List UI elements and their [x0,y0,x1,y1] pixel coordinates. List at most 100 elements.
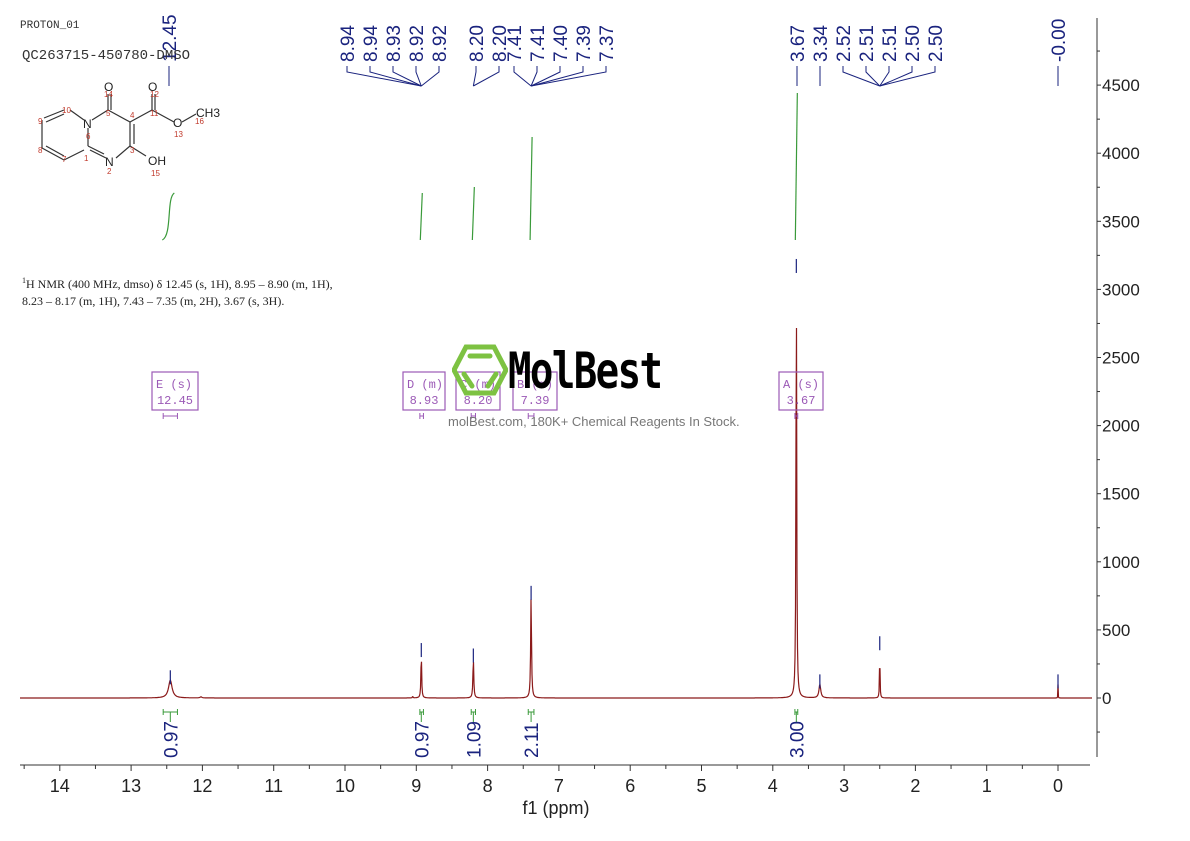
svg-text:0: 0 [1102,689,1111,708]
svg-text:15: 15 [151,169,160,178]
svg-text:7.41: 7.41 [528,25,549,62]
atom-n6: N [83,117,92,131]
svg-text:12.45: 12.45 [157,394,193,408]
svg-text:14: 14 [104,90,113,99]
svg-text:1: 1 [982,776,992,796]
integral-labels: 0.97 0.97 1.09 2.11 3.00 [161,709,808,758]
svg-text:E (s): E (s) [156,378,192,392]
atom-n2: N [105,155,114,169]
svg-text:16: 16 [195,117,204,126]
svg-text:9: 9 [38,117,43,126]
svg-text:1.09: 1.09 [464,721,485,758]
svg-text:3.67: 3.67 [788,25,809,62]
svg-text:7.39: 7.39 [574,25,595,62]
svg-text:3.00: 3.00 [787,721,808,758]
integral-curves [161,92,798,241]
svg-text:8: 8 [483,776,493,796]
svg-text:7: 7 [554,776,564,796]
structure-atoms: O O N N O CH3 OH [83,80,220,169]
atom-o14: O [104,80,113,94]
svg-text:13: 13 [174,130,183,139]
svg-text:7.40: 7.40 [551,25,572,62]
svg-text:2.51: 2.51 [880,25,901,62]
atom-ch3: CH3 [196,106,220,120]
spectrum-trace [20,327,1092,699]
svg-text:6: 6 [86,132,91,141]
svg-text:8.92: 8.92 [407,25,428,62]
nmr-summary: 1H NMR (400 MHz, dmso) δ 12.45 (s, 1H), … [22,272,333,310]
svg-text:8.94: 8.94 [361,25,382,62]
svg-text:7: 7 [62,155,67,164]
peak-labels: 12.45 8.94 8.94 8.93 8.92 8.92 8.20 8.207.41 7.4… [160,14,1070,689]
svg-text:0: 0 [1053,776,1063,796]
svg-text:12: 12 [192,776,212,796]
y-axis: 0 500 1000 1500 2000 2500 3000 3500 4000 4500 [1096,18,1140,757]
x-axis: 14 13 12 11 10 9 8 7 6 5 4 3 2 1 0 [20,764,1090,796]
svg-text:500: 500 [1102,621,1130,640]
svg-text:8.94: 8.94 [338,25,359,62]
svg-text:11: 11 [264,776,283,796]
svg-text:5: 5 [106,109,111,118]
svg-text:4: 4 [768,776,778,796]
svg-text:5: 5 [696,776,706,796]
summary-line-2: 8.23 – 8.17 (m, 1H), 7.43 – 7.35 (m, 2H)… [22,294,285,308]
svg-text:10: 10 [62,106,71,115]
atom-o12: O [148,80,157,94]
svg-text:B (m): B (m) [517,378,553,392]
sample-id: QC263715-450780-DMSO [22,48,191,64]
svg-text:3: 3 [130,146,135,155]
svg-text:4: 4 [130,111,135,120]
svg-text:13: 13 [121,776,141,796]
svg-text:2.52: 2.52 [834,25,855,62]
svg-text:8.20: 8.20 [490,25,511,62]
svg-text:D (m): D (m) [407,378,443,392]
svg-text:11: 11 [150,109,159,118]
watermark-brand: MolBest [508,342,663,400]
svg-text:8.92: 8.92 [430,25,451,62]
atom-o13: O [173,116,182,130]
svg-text:10: 10 [335,776,355,796]
svg-text:2.50: 2.50 [926,25,947,62]
multiplet-boxes: E (s)12.45D (m)8.93C (m)8.20B (m)7.39A (… [151,371,824,419]
svg-text:3500: 3500 [1102,212,1140,231]
svg-text:3.34: 3.34 [811,25,832,62]
svg-text:3: 3 [839,776,849,796]
svg-text:8.93: 8.93 [384,25,405,62]
summary-superscript: 1 [22,276,26,285]
svg-text:4000: 4000 [1102,144,1140,163]
svg-text:6: 6 [625,776,635,796]
svg-text:1500: 1500 [1102,485,1140,504]
svg-text:0.97: 0.97 [412,721,433,758]
x-axis-label: f1 (ppm) [522,798,589,818]
svg-text:2.51: 2.51 [857,25,878,62]
svg-text:8.20: 8.20 [464,394,493,408]
svg-text:7.39: 7.39 [521,394,550,408]
svg-text:A (s): A (s) [783,378,819,392]
summary-line-1: H NMR (400 MHz, dmso) δ 12.45 (s, 1H), 8… [26,277,333,291]
atom-oh: OH [148,154,166,168]
svg-text:1000: 1000 [1102,553,1140,572]
svg-text:7.41: 7.41 [505,25,526,62]
svg-text:2: 2 [107,167,112,176]
watermark-tagline: molBest.com, 180K+ Chemical Reagents In … [448,414,740,429]
svg-text:9: 9 [411,776,421,796]
svg-text:2500: 2500 [1102,349,1140,368]
molbest-logo-icon [452,344,508,396]
chemical-structure [41,94,197,161]
svg-text:12.45: 12.45 [160,14,181,62]
svg-text:3000: 3000 [1102,280,1140,299]
svg-text:12: 12 [150,90,159,99]
svg-text:8: 8 [38,146,43,155]
svg-text:-0.00: -0.00 [1049,19,1070,62]
svg-text:7.37: 7.37 [597,25,618,62]
svg-text:1: 1 [84,154,89,163]
svg-text:14: 14 [50,776,70,796]
svg-text:3.67: 3.67 [787,394,816,408]
svg-text:2: 2 [910,776,920,796]
svg-text:2.11: 2.11 [522,722,543,758]
svg-text:8.20: 8.20 [467,25,488,62]
svg-text:0.97: 0.97 [161,721,182,758]
svg-text:2.50: 2.50 [903,25,924,62]
